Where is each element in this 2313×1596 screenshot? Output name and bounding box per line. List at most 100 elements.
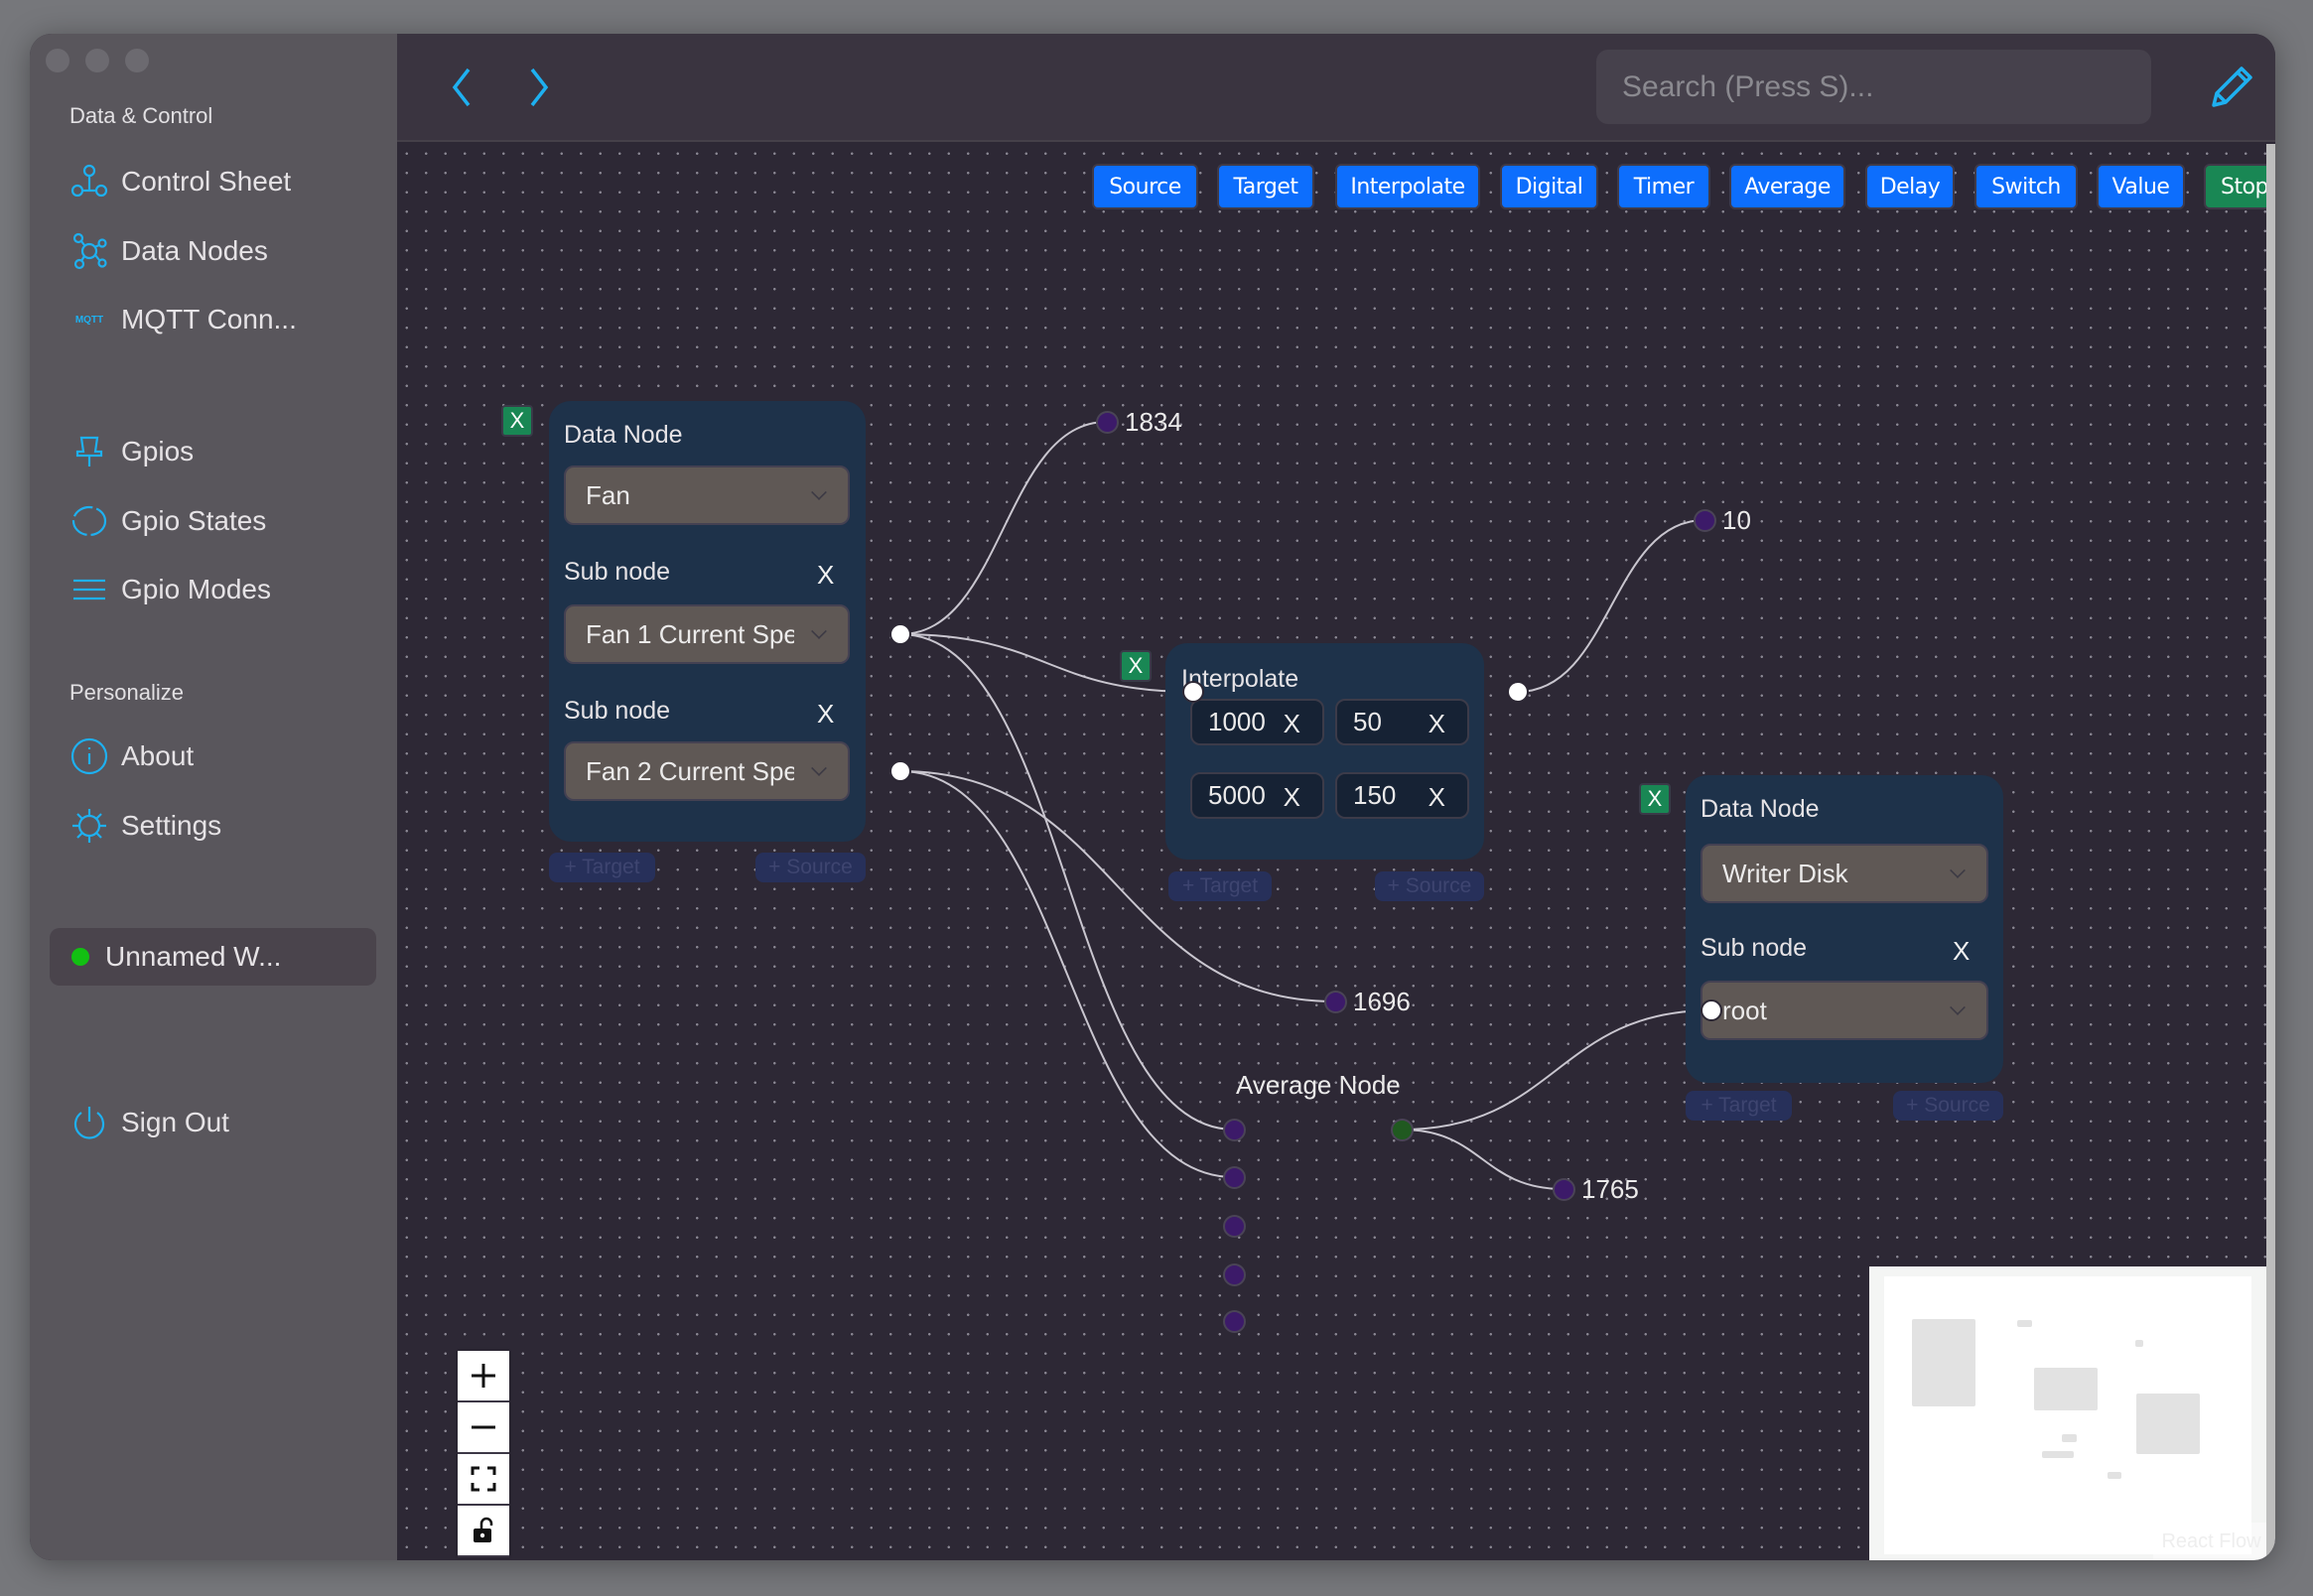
remove-node-button[interactable]: X bbox=[1639, 783, 1671, 815]
interpolate-input[interactable]: 1000 X bbox=[1190, 699, 1324, 745]
minimap-node bbox=[2034, 1368, 2098, 1410]
edit-button[interactable] bbox=[2206, 60, 2259, 118]
add-timer-button[interactable]: Timer bbox=[1617, 164, 1710, 209]
sidebar-item-data-nodes[interactable]: Data Nodes bbox=[69, 231, 268, 271]
zoom-in-button[interactable] bbox=[458, 1351, 509, 1402]
circle-icon bbox=[69, 501, 109, 541]
add-source-button[interactable]: Source bbox=[1092, 164, 1198, 209]
status-indicator bbox=[71, 948, 89, 966]
avg-in1-handle[interactable] bbox=[1222, 1118, 1246, 1141]
sign-out-label: Sign Out bbox=[121, 1107, 229, 1137]
clear-button[interactable]: X bbox=[1428, 709, 1445, 738]
forward-button[interactable] bbox=[526, 66, 552, 114]
edge[interactable] bbox=[1401, 1009, 1712, 1130]
minimap[interactable] bbox=[1869, 1266, 2266, 1560]
remove-sub-node-button[interactable]: X bbox=[817, 699, 835, 729]
interpolate-input[interactable]: 5000 X bbox=[1190, 772, 1324, 819]
window-minimize-button[interactable] bbox=[85, 49, 109, 72]
avg-in4-handle[interactable] bbox=[1222, 1263, 1246, 1286]
add-delay-button[interactable]: Delay bbox=[1865, 164, 1955, 209]
remove-node-button[interactable]: X bbox=[501, 405, 533, 437]
sub-node-select[interactable]: Fan 2 Current Speed bbox=[564, 741, 850, 801]
dn2-sub1-handle[interactable] bbox=[1701, 999, 1722, 1021]
select-value: Fan 2 Current Speed bbox=[586, 755, 794, 786]
v10-handle[interactable] bbox=[1693, 508, 1716, 532]
sub-node-select[interactable]: Fan 1 Current Speed bbox=[564, 604, 850, 664]
edge[interactable] bbox=[899, 633, 1235, 1130]
data-node-select[interactable]: Writer Disk bbox=[1701, 844, 1988, 903]
avg-out-handle[interactable] bbox=[1390, 1118, 1414, 1141]
add-value-button[interactable]: Value bbox=[2097, 164, 2185, 209]
interpolate-node[interactable]: Interpolate 1000 X 50 X 5000 X 150 X bbox=[1165, 643, 1484, 860]
sub-node-select[interactable]: root bbox=[1701, 981, 1988, 1040]
unlock-icon bbox=[474, 1517, 493, 1542]
fit-view-icon bbox=[471, 1466, 496, 1492]
sidebar-item-about[interactable]: About bbox=[69, 736, 194, 776]
edge[interactable] bbox=[899, 633, 1194, 693]
fit-view-button[interactable] bbox=[458, 1454, 509, 1506]
chevron-left-icon bbox=[452, 67, 471, 107]
sidebar-item-gpios[interactable]: Gpios bbox=[69, 432, 194, 471]
clear-button[interactable]: X bbox=[1283, 709, 1300, 738]
add-target-button[interactable]: + Target bbox=[549, 853, 655, 882]
control-sheet-icon bbox=[69, 162, 109, 201]
avg-in5-handle[interactable] bbox=[1222, 1309, 1246, 1333]
power-icon bbox=[69, 1103, 109, 1142]
add-stop-button[interactable]: Stop bbox=[2204, 164, 2275, 209]
scrollbar[interactable] bbox=[2266, 144, 2275, 1560]
sidebar-item-settings[interactable]: Settings bbox=[69, 806, 221, 846]
avg-in3-handle[interactable] bbox=[1222, 1214, 1246, 1238]
flow-canvas[interactable]: Source Target Interpolate Digital Timer Avera… bbox=[397, 144, 2275, 1560]
lock-button[interactable] bbox=[458, 1506, 509, 1557]
average-node-title: Average Node bbox=[1236, 1070, 1401, 1100]
interpolate-input[interactable]: 150 X bbox=[1335, 772, 1469, 819]
add-source-button[interactable]: + Source bbox=[755, 853, 866, 882]
data-node-writer-disk[interactable]: Data Node Writer Disk Sub node X root bbox=[1686, 775, 2003, 1083]
pencil-icon bbox=[2212, 66, 2252, 107]
mqtt-icon: MQTT bbox=[74, 314, 104, 326]
back-button[interactable] bbox=[449, 66, 475, 114]
v1765-handle[interactable] bbox=[1552, 1177, 1575, 1201]
add-target-button[interactable]: + Target bbox=[1686, 1091, 1792, 1121]
edge[interactable] bbox=[1517, 519, 1705, 693]
remove-node-button[interactable]: X bbox=[1120, 650, 1152, 682]
react-flow-attribution[interactable]: React Flow bbox=[2153, 1523, 2269, 1560]
add-average-button[interactable]: Average bbox=[1729, 164, 1845, 209]
remove-sub-node-button[interactable]: X bbox=[1953, 936, 1971, 966]
add-interpolate-button[interactable]: Interpolate bbox=[1335, 164, 1480, 209]
add-switch-button[interactable]: Switch bbox=[1974, 164, 2078, 209]
sign-out-button[interactable]: Sign Out bbox=[69, 1103, 229, 1142]
dn1-sub2-handle[interactable] bbox=[889, 760, 911, 782]
v1696-handle[interactable] bbox=[1323, 990, 1347, 1013]
window-zoom-button[interactable] bbox=[125, 49, 149, 72]
workspace-selector[interactable]: Unnamed W... bbox=[50, 928, 376, 986]
minimap-node bbox=[2135, 1340, 2143, 1347]
dn1-sub1-handle[interactable] bbox=[889, 623, 911, 645]
interpolate-input[interactable]: 50 X bbox=[1335, 699, 1469, 745]
edge[interactable] bbox=[899, 770, 1235, 1178]
edge[interactable] bbox=[899, 421, 1108, 635]
sidebar-item-control-sheet[interactable]: Control Sheet bbox=[69, 162, 291, 201]
avg-in2-handle[interactable] bbox=[1222, 1165, 1246, 1189]
edge[interactable] bbox=[899, 770, 1336, 1002]
add-target-button[interactable]: + Target bbox=[1168, 871, 1272, 901]
data-node-fan[interactable]: Data Node Fan Sub node X Fan 1 Current S… bbox=[549, 401, 866, 842]
add-digital-button[interactable]: Digital bbox=[1500, 164, 1598, 209]
sidebar-item-mqtt[interactable]: MQTT MQTT Conn... bbox=[69, 300, 297, 339]
clear-button[interactable]: X bbox=[1283, 782, 1300, 812]
edge[interactable] bbox=[1401, 1129, 1565, 1190]
add-source-button[interactable]: + Source bbox=[1375, 871, 1484, 901]
remove-sub-node-button[interactable]: X bbox=[817, 560, 835, 590]
search-input[interactable] bbox=[1596, 50, 2151, 124]
sidebar-item-gpio-states[interactable]: Gpio States bbox=[69, 501, 266, 541]
data-node-select[interactable]: Fan bbox=[564, 466, 850, 525]
clear-button[interactable]: X bbox=[1428, 782, 1445, 812]
v1834-handle[interactable] bbox=[1095, 410, 1119, 434]
interp-in-handle[interactable] bbox=[1182, 681, 1204, 703]
zoom-out-button[interactable] bbox=[458, 1402, 509, 1454]
add-target-button[interactable]: Target bbox=[1217, 164, 1314, 209]
interp-out-handle[interactable] bbox=[1507, 681, 1529, 703]
window-close-button[interactable] bbox=[46, 49, 69, 72]
add-source-button[interactable]: + Source bbox=[1893, 1091, 2003, 1121]
sidebar-item-gpio-modes[interactable]: Gpio Modes bbox=[69, 570, 271, 609]
